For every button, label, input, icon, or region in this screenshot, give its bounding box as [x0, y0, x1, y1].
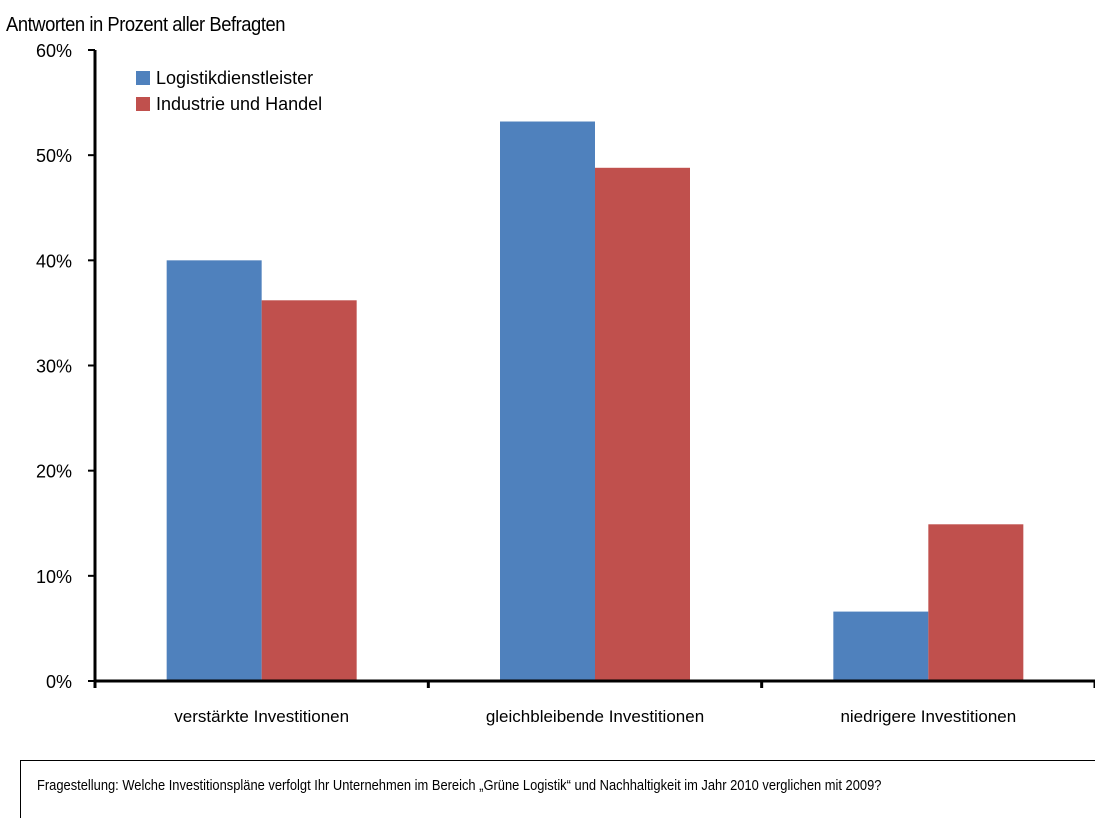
legend-label: Industrie und Handel [156, 94, 322, 114]
bar [261, 300, 357, 681]
y-tick-label: 60% [36, 41, 72, 61]
bar [833, 611, 929, 681]
y-axis-unit-label: Antworten in Prozent aller Befragten [6, 14, 286, 36]
legend-swatch [136, 71, 150, 85]
bar-chart: 0% 10% 20% 30% 40% 50% 60% verstärkte Investiti… [36, 41, 1095, 726]
legend-swatch [136, 97, 150, 111]
question-text: Fragestellung: Welche Investitionspläne … [37, 777, 882, 794]
y-tick-label: 30% [36, 357, 72, 377]
x-tick-label: verstärkte Investitionen [174, 707, 349, 726]
x-tick-label: gleichbleibende Investitionen [486, 707, 704, 726]
bar [500, 121, 595, 682]
y-tick-label: 20% [36, 462, 72, 482]
y-tick-label: 50% [36, 146, 72, 166]
bar [166, 260, 262, 681]
y-tick-label: 40% [36, 251, 72, 271]
y-tick-label: 10% [36, 567, 72, 587]
x-tick-label: niedrigere Investitionen [840, 707, 1016, 726]
bar [595, 167, 690, 681]
bar [928, 524, 1024, 681]
question-box: Fragestellung: Welche Investitionspläne … [20, 760, 1095, 818]
legend-label: Logistikdienstleister [156, 68, 313, 88]
y-tick-label: 0% [46, 672, 72, 692]
